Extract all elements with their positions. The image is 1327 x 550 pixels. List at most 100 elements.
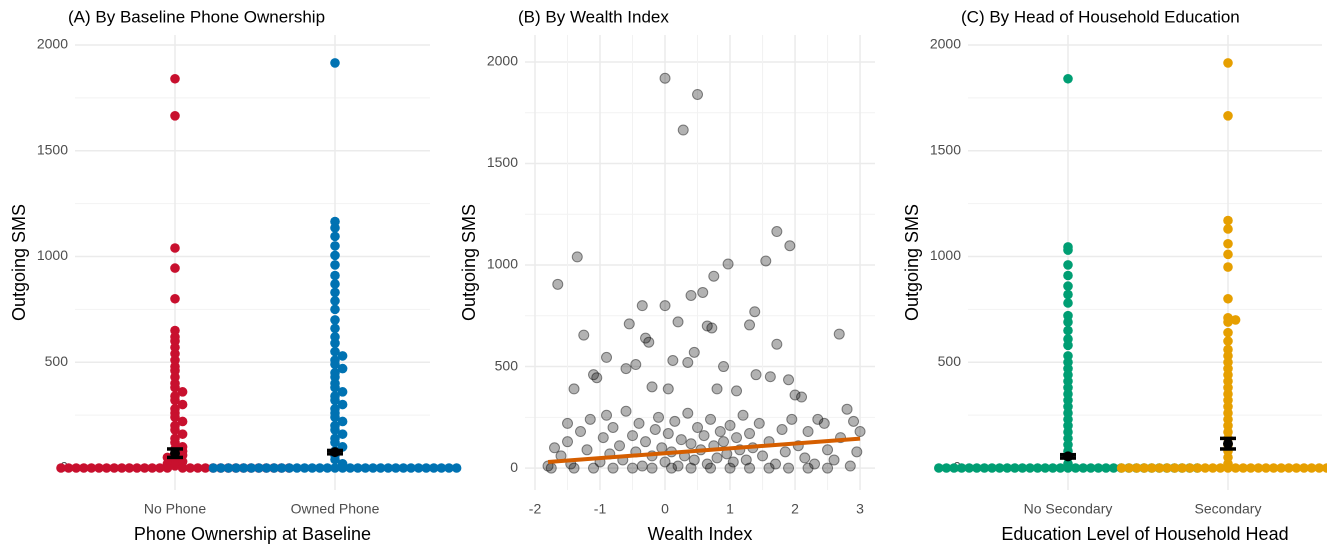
point <box>685 438 697 450</box>
y-tick-label: 2000 <box>37 36 68 52</box>
point <box>170 73 180 84</box>
mean-point <box>330 447 340 458</box>
point <box>368 463 378 473</box>
point <box>675 434 687 446</box>
point <box>705 462 717 474</box>
point <box>724 462 736 474</box>
point <box>552 278 564 290</box>
point <box>261 463 272 473</box>
point <box>1185 463 1195 473</box>
point <box>649 423 661 435</box>
point <box>56 463 66 473</box>
point <box>391 463 401 473</box>
point <box>744 428 756 440</box>
point <box>763 462 775 474</box>
point <box>623 318 635 330</box>
mean-point <box>1223 438 1233 449</box>
point <box>659 72 671 84</box>
point <box>170 263 180 273</box>
point <box>1070 463 1081 473</box>
point <box>79 463 89 473</box>
point <box>292 463 302 473</box>
point <box>987 463 997 473</box>
point <box>771 226 783 238</box>
point <box>802 462 814 474</box>
point <box>854 426 866 438</box>
point <box>682 407 694 419</box>
point <box>246 463 257 473</box>
point <box>1223 317 1233 327</box>
point <box>614 440 626 452</box>
point <box>177 416 188 427</box>
point <box>799 452 811 464</box>
y-axis-title: Outgoing SMS <box>9 204 29 321</box>
point <box>451 463 462 473</box>
point <box>170 412 180 423</box>
point <box>330 260 340 270</box>
point <box>170 461 180 471</box>
point <box>659 300 671 312</box>
point <box>1284 463 1294 473</box>
point <box>666 462 678 474</box>
point <box>818 417 830 429</box>
point <box>588 369 600 381</box>
point <box>597 432 609 444</box>
point <box>1025 463 1035 473</box>
point <box>809 458 821 470</box>
point <box>1154 463 1165 473</box>
point <box>588 462 600 474</box>
point <box>731 385 743 397</box>
y-tick-label: 1500 <box>487 154 518 170</box>
point <box>330 359 340 370</box>
point <box>659 456 671 468</box>
point <box>653 411 665 423</box>
point <box>692 421 704 433</box>
point <box>685 289 697 301</box>
point <box>330 279 340 289</box>
point <box>139 463 150 473</box>
point <box>124 463 135 473</box>
point <box>812 413 824 425</box>
point <box>1268 463 1279 473</box>
point <box>562 417 574 429</box>
point <box>1108 463 1119 473</box>
y-tick-label: 1000 <box>487 256 518 272</box>
point <box>789 389 801 401</box>
point <box>337 351 348 361</box>
point <box>1010 463 1020 473</box>
point <box>94 463 104 473</box>
point <box>330 338 340 348</box>
point <box>706 322 718 334</box>
point <box>636 460 648 472</box>
point <box>330 425 340 435</box>
point <box>269 463 280 473</box>
mean-point <box>1063 451 1073 462</box>
point <box>330 223 340 233</box>
point <box>701 458 713 470</box>
point <box>170 111 180 121</box>
point <box>1215 463 1226 473</box>
point <box>1017 463 1028 473</box>
x-tick-label: -2 <box>529 501 542 517</box>
x-tick-label: No Phone <box>144 501 206 517</box>
point <box>1032 463 1043 473</box>
point <box>254 463 264 473</box>
point <box>575 426 587 438</box>
point <box>646 381 658 393</box>
point <box>185 463 195 473</box>
y-tick-label: 500 <box>45 353 69 369</box>
point <box>337 387 348 397</box>
x-tick-label: Secondary <box>1195 501 1262 517</box>
point <box>677 124 689 136</box>
point <box>568 462 580 474</box>
point <box>672 316 684 328</box>
point <box>698 430 710 442</box>
point <box>170 395 180 406</box>
point <box>1139 463 1150 473</box>
point <box>1063 281 1073 291</box>
point <box>330 250 340 261</box>
point <box>1132 463 1142 473</box>
point <box>1246 463 1256 473</box>
point <box>764 371 776 383</box>
point <box>155 463 165 473</box>
